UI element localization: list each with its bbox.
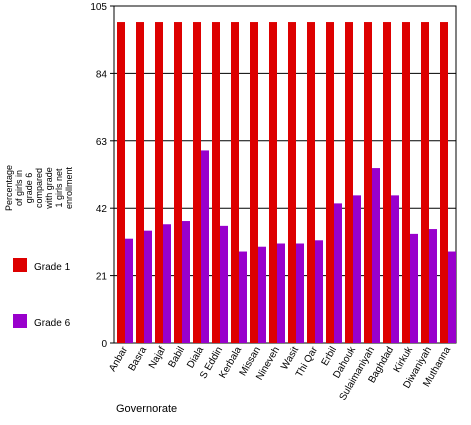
y-axis-label: Percentage of girls in grade 6 compared with… (4, 165, 74, 211)
y-axis-label-line: compared (34, 168, 44, 208)
bar-grade-1 (440, 22, 448, 344)
bar-grade-1 (421, 22, 429, 344)
bar-grade-6 (429, 229, 437, 343)
legend: Grade 1 Grade 6 (13, 258, 71, 329)
bar-grade-6 (391, 195, 399, 343)
bar-grade-1 (174, 22, 182, 344)
legend-swatch (13, 258, 27, 272)
bar-grade-6 (448, 251, 456, 343)
category-label: Najaf (147, 345, 168, 371)
y-tick-label: 105 (90, 2, 107, 13)
bar-grade-1 (364, 22, 372, 344)
bar-grade-1 (117, 22, 125, 344)
bar-grade-6 (334, 203, 342, 343)
bar-grade-6 (144, 230, 152, 343)
bar-grade-1 (136, 22, 144, 344)
bar-grade-6 (220, 225, 228, 343)
y-tick-label: 42 (96, 204, 108, 215)
y-axis-label-line: with grade (44, 167, 54, 210)
bar-grade-1 (155, 22, 163, 344)
bar-grade-1 (326, 22, 334, 344)
bar-grade-1 (212, 22, 220, 344)
y-axis-label-line: of girls in (14, 170, 24, 206)
bar-grade-1 (269, 22, 277, 344)
y-axis-label-line: enrollment (64, 166, 74, 209)
bar-grade-6 (125, 238, 133, 343)
y-tick-label: 63 (96, 137, 108, 148)
bar-grade-6 (277, 243, 285, 343)
bar-grade-6 (163, 224, 171, 343)
bar-grade-1 (193, 22, 201, 344)
category-label: Basra (127, 345, 150, 374)
bar-grade-1 (402, 22, 410, 344)
bar-grade-6 (372, 168, 380, 343)
y-tick-label: 84 (96, 69, 108, 80)
bar-grade-1 (383, 22, 391, 344)
bar-grade-6 (410, 233, 418, 343)
bar-grade-6 (353, 195, 361, 343)
bar-grade-6 (315, 240, 323, 343)
bar-grade-1 (231, 22, 239, 344)
bar-grade-6 (239, 251, 247, 343)
bar-grade-6 (296, 243, 304, 343)
bar-grade-1 (307, 22, 315, 344)
y-tick-label: 21 (96, 272, 108, 283)
legend-label: Grade 1 (34, 262, 71, 273)
bar-grade-6 (201, 150, 209, 343)
y-axis-label-line: 1 girls net (54, 168, 64, 208)
category-label: Babil (166, 345, 187, 370)
y-tick-label: 0 (101, 339, 107, 350)
bar-grade-1 (345, 22, 353, 344)
legend-swatch (13, 314, 27, 328)
y-axis-label-line: Percentage (4, 165, 14, 211)
bar-grade-1 (250, 22, 258, 344)
bar-grade-6 (182, 221, 190, 343)
legend-label: Grade 6 (34, 318, 71, 329)
category-label: Erbil (320, 345, 340, 368)
x-axis-label: Governorate (116, 403, 177, 415)
y-axis-label-line: grade 6 (24, 173, 34, 204)
bar-grade-1 (288, 22, 296, 344)
bar-grade-6 (258, 246, 266, 343)
category-label: Anbar (107, 344, 130, 373)
